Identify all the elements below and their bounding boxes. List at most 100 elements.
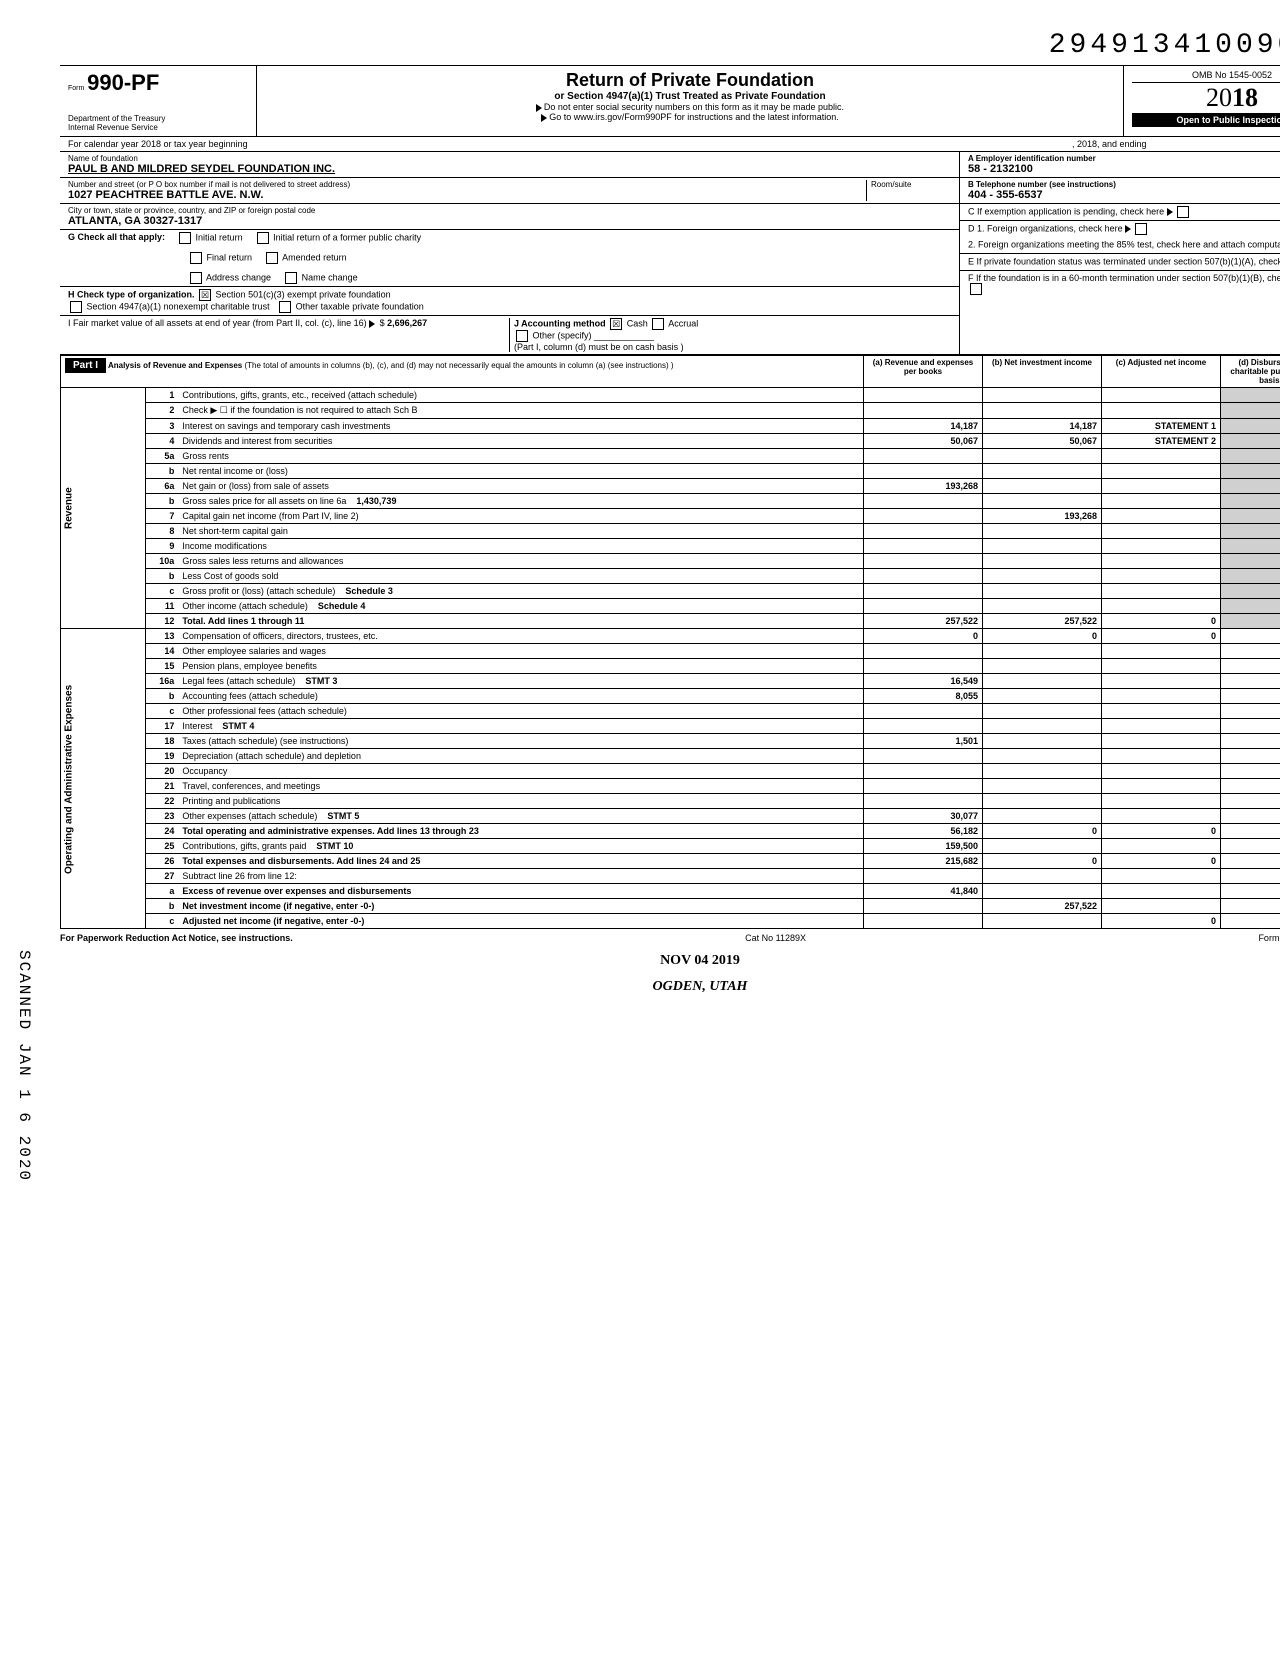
amount-cell-d xyxy=(1221,809,1280,824)
g-opt-5: Name change xyxy=(302,272,358,282)
amount-cell-a: 193,268 xyxy=(864,479,983,494)
amount-cell-d xyxy=(1221,434,1280,449)
table-row: bNet investment income (if negative, ent… xyxy=(61,899,1280,914)
amount-cell-c xyxy=(1102,539,1221,554)
amount-cell-a: 16,549 xyxy=(864,674,983,689)
g-opt-0: Initial return xyxy=(196,232,243,242)
line-number: 5a xyxy=(146,449,179,464)
table-row: 18Taxes (attach schedule) (see instructi… xyxy=(61,734,1280,749)
amount-cell-b: 193,268 xyxy=(983,509,1102,524)
amount-cell-c: 0 xyxy=(1102,614,1221,629)
table-row: Operating and Administrative Expenses13C… xyxy=(61,629,1280,644)
triangle-icon xyxy=(536,104,542,112)
checkbox-other-method[interactable] xyxy=(516,330,528,342)
amount-cell-a xyxy=(864,779,983,794)
amount-cell-c: 0 xyxy=(1102,914,1221,929)
amount-cell-a xyxy=(864,599,983,614)
amount-cell-d xyxy=(1221,524,1280,539)
line-description: Dividends and interest from securities xyxy=(178,434,863,449)
year-bold: 18 xyxy=(1232,83,1258,112)
amount-cell-b: 0 xyxy=(983,824,1102,839)
table-row: 12Total. Add lines 1 through 11257,52225… xyxy=(61,614,1280,629)
fmv-value: 2,696,267 xyxy=(387,318,427,328)
checkbox-name[interactable] xyxy=(285,272,297,284)
part1-tag: Part I xyxy=(65,358,106,373)
line-description: Subtract line 26 from line 12: xyxy=(178,869,863,884)
line-number: c xyxy=(146,584,179,599)
amount-cell-d xyxy=(1221,569,1280,584)
e-label: E If private foundation status was termi… xyxy=(968,256,1280,266)
amount-cell-d xyxy=(1221,899,1280,914)
checkbox-c[interactable] xyxy=(1177,206,1189,218)
checkbox-accrual[interactable] xyxy=(652,318,664,330)
table-row: Revenue1Contributions, gifts, grants, et… xyxy=(61,388,1280,403)
amount-cell-d xyxy=(1221,388,1280,403)
line-number: 14 xyxy=(146,644,179,659)
line-number: 27 xyxy=(146,869,179,884)
line-number: 12 xyxy=(146,614,179,629)
amount-cell-b xyxy=(983,659,1102,674)
amount-cell-c xyxy=(1102,749,1221,764)
amount-cell-b xyxy=(983,569,1102,584)
amount-cell-c xyxy=(1102,734,1221,749)
amount-cell-c xyxy=(1102,524,1221,539)
checkbox-d1[interactable] xyxy=(1135,223,1147,235)
line-number: 19 xyxy=(146,749,179,764)
line-description: Printing and publications xyxy=(178,794,863,809)
amount-cell-a: 215,682 xyxy=(864,854,983,869)
checkbox-former[interactable] xyxy=(257,232,269,244)
triangle-icon xyxy=(369,320,375,328)
line-number: b xyxy=(146,569,179,584)
amount-cell-b xyxy=(983,539,1102,554)
line-description: Other expenses (attach schedule) STMT 5 xyxy=(178,809,863,824)
amount-cell-d xyxy=(1221,614,1280,629)
amount-cell-c: 0 xyxy=(1102,854,1221,869)
line-description: Gross profit or (loss) (attach schedule)… xyxy=(178,584,863,599)
line-number: 15 xyxy=(146,659,179,674)
amount-cell-b xyxy=(983,884,1102,899)
checkbox-amended[interactable] xyxy=(266,252,278,264)
line-description: Other employee salaries and wages xyxy=(178,644,863,659)
g-opt-1: Final return xyxy=(207,252,253,262)
amount-cell-c: 0 xyxy=(1102,824,1221,839)
checkbox-4947[interactable] xyxy=(70,301,82,313)
amount-cell-b: 257,522 xyxy=(983,614,1102,629)
checkbox-address[interactable] xyxy=(190,272,202,284)
checkbox-f[interactable] xyxy=(970,283,982,295)
checkbox-501c3[interactable]: ☒ xyxy=(199,289,211,301)
table-row: 16aLegal fees (attach schedule) STMT 316… xyxy=(61,674,1280,689)
amount-cell-c xyxy=(1102,884,1221,899)
amount-cell-a xyxy=(864,524,983,539)
amount-cell-a xyxy=(864,764,983,779)
amount-cell-a: 30,077 xyxy=(864,809,983,824)
table-row: 21Travel, conferences, and meetings xyxy=(61,779,1280,794)
footer-row: For Paperwork Reduction Act Notice, see … xyxy=(60,933,1280,943)
amount-cell-c xyxy=(1102,869,1221,884)
line-description: Excess of revenue over expenses and disb… xyxy=(178,884,863,899)
amount-cell-a xyxy=(864,704,983,719)
checkbox-other-tax[interactable] xyxy=(279,301,291,313)
h-label: H Check type of organization. xyxy=(68,289,195,299)
amount-cell-b: 257,522 xyxy=(983,899,1102,914)
line-description: Gross rents xyxy=(178,449,863,464)
g-opt-4: Amended return xyxy=(282,252,347,262)
received-date-stamp: NOV 04 2019 xyxy=(60,953,1280,969)
checkbox-initial[interactable] xyxy=(179,232,191,244)
line-description: Gross sales less returns and allowances xyxy=(178,554,863,569)
checkbox-cash[interactable]: ☒ xyxy=(610,318,622,330)
amount-cell-d xyxy=(1221,749,1280,764)
line-description: Compensation of officers, directors, tru… xyxy=(178,629,863,644)
amount-cell-c xyxy=(1102,839,1221,854)
amount-cell-d xyxy=(1221,479,1280,494)
amount-cell-c xyxy=(1102,599,1221,614)
amount-cell-b xyxy=(983,584,1102,599)
cal-year-b: , 2018, and ending xyxy=(1072,139,1272,149)
table-row: 23Other expenses (attach schedule) STMT … xyxy=(61,809,1280,824)
j-note: (Part I, column (d) must be on cash basi… xyxy=(514,342,684,352)
amount-cell-b xyxy=(983,794,1102,809)
line-description: Occupancy xyxy=(178,764,863,779)
amount-cell-b: 50,067 xyxy=(983,434,1102,449)
table-row: bGross sales price for all assets on lin… xyxy=(61,494,1280,509)
line-description: Gross sales price for all assets on line… xyxy=(178,494,863,509)
checkbox-final[interactable] xyxy=(190,252,202,264)
